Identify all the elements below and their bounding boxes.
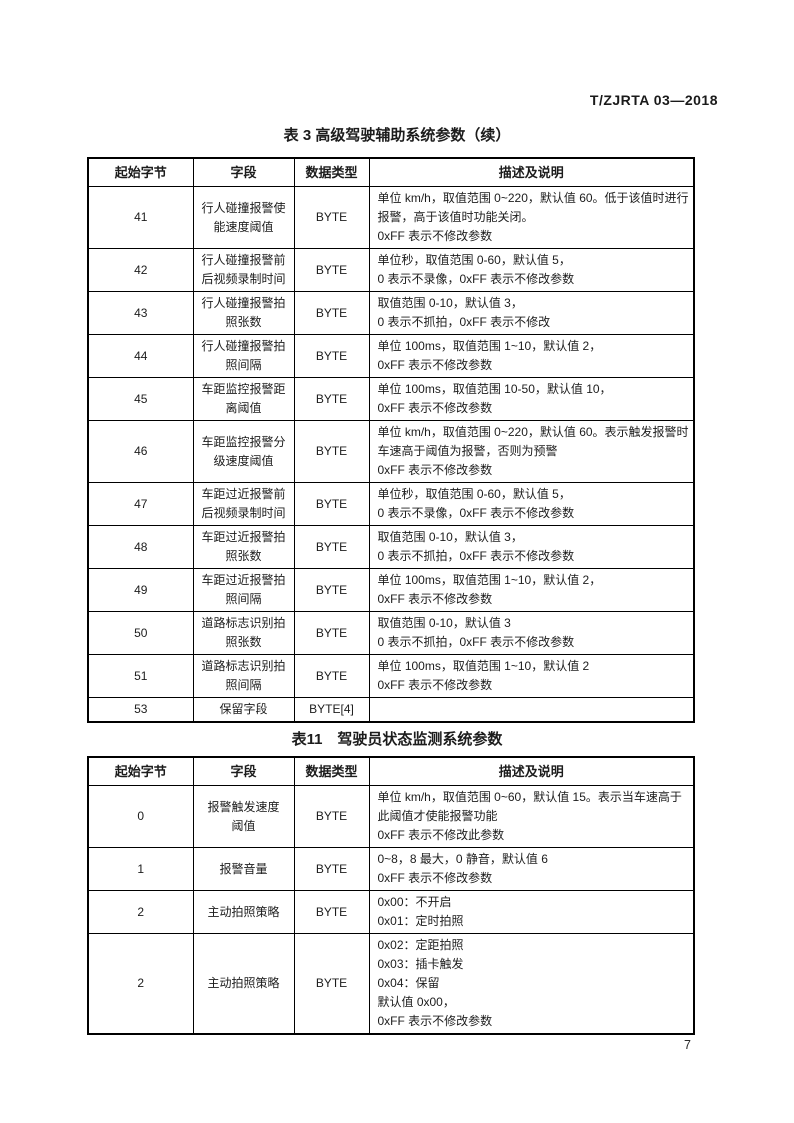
cell-description: 单位 100ms，取值范围 1~10，默认值 2， 0xFF 表示不修改参数	[368, 334, 695, 378]
table11-dsm-parameters: 起始字节 字段 数据类型 描述及说明 0 报警触发速度 阈值 BYTE 单位 km/h，取值范…	[87, 756, 695, 1035]
cell-start-byte: 43	[87, 291, 194, 335]
cell-description: 单位秒，取值范围 0-60，默认值 5， 0 表示不录像，0xFF 表示不修改参…	[368, 482, 695, 526]
cell-start-byte: 49	[87, 568, 194, 612]
cell-description: 单位 100ms，取值范围 1~10，默认值 2 0xFF 表示不修改参数	[368, 654, 695, 698]
column-header: 描述及说明	[368, 157, 695, 187]
cell-field: 车距监控报警分级速度阈值	[192, 420, 295, 483]
page-number: 7	[684, 1038, 691, 1052]
column-header: 描述及说明	[368, 756, 695, 786]
table-row: 41 行人碰撞报警使能速度阈值 BYTE 单位 km/h，取值范围 0~220，默认值…	[87, 186, 695, 249]
cell-description: 单位 100ms，取值范围 10-50，默认值 10， 0xFF 表示不修改参数	[368, 377, 695, 421]
cell-data-type: BYTE	[293, 482, 370, 526]
cell-field: 主动拍照策略	[192, 890, 295, 934]
cell-description: 0x02：定距拍照 0x03：插卡触发 0x04：保留 默认值 0x00， 0x…	[368, 933, 695, 1035]
cell-field: 行人碰撞报警拍照张数	[192, 291, 295, 335]
cell-start-byte: 2	[87, 890, 194, 934]
cell-data-type: BYTE	[293, 785, 370, 848]
cell-field: 道路标志识别拍照张数	[192, 611, 295, 655]
table-row: 47 车距过近报警前后视频录制时间 BYTE 单位秒，取值范围 0-60，默认值 5，…	[87, 482, 695, 526]
cell-field: 车距过近报警前后视频录制时间	[192, 482, 295, 526]
cell-data-type: BYTE	[293, 654, 370, 698]
cell-start-byte: 44	[87, 334, 194, 378]
cell-description	[368, 697, 695, 723]
column-header: 起始字节	[87, 157, 194, 187]
cell-data-type: BYTE	[293, 420, 370, 483]
cell-description: 单位 100ms，取值范围 1~10，默认值 2， 0xFF 表示不修改参数	[368, 568, 695, 612]
column-header: 数据类型	[293, 157, 370, 187]
cell-data-type: BYTE	[293, 847, 370, 891]
cell-field: 道路标志识别拍照间隔	[192, 654, 295, 698]
cell-start-byte: 2	[87, 933, 194, 1035]
table-row: 42 行人碰撞报警前后视频录制时间 BYTE 单位秒，取值范围 0-60，默认值 5，…	[87, 248, 695, 292]
cell-field: 车距监控报警距离阈值	[192, 377, 295, 421]
cell-description: 单位 km/h，取值范围 0~60，默认值 15。表示当车速高于此阈值才使能报警…	[368, 785, 695, 848]
cell-field: 报警音量	[192, 847, 295, 891]
table-row: 43 行人碰撞报警拍照张数 BYTE 取值范围 0-10，默认值 3， 0 表示不抓拍…	[87, 291, 695, 335]
cell-field: 行人碰撞报警使能速度阈值	[192, 186, 295, 249]
doc-code-header: T/ZJRTA 03—2018	[589, 92, 718, 108]
cell-field: 保留字段	[192, 697, 295, 723]
cell-description: 0~8，8 最大，0 静音，默认值 6 0xFF 表示不修改参数	[368, 847, 695, 891]
cell-field: 车距过近报警拍照张数	[192, 525, 295, 569]
table3-title: 表 3 高级驾驶辅助系统参数（续）	[283, 127, 511, 144]
cell-start-byte: 47	[87, 482, 194, 526]
cell-description: 单位秒，取值范围 0-60，默认值 5， 0 表示不录像，0xFF 表示不修改参…	[368, 248, 695, 292]
cell-description: 取值范围 0-10，默认值 3， 0 表示不抓拍，0xFF 表示不修改	[368, 291, 695, 335]
table-row: 46 车距监控报警分级速度阈值 BYTE 单位 km/h，取值范围 0~220，默认值…	[87, 420, 695, 483]
cell-field: 行人碰撞报警前后视频录制时间	[192, 248, 295, 292]
table-row: 44 行人碰撞报警拍照间隔 BYTE 单位 100ms，取值范围 1~10，默认值 2…	[87, 334, 695, 378]
header-row: 起始字节 字段 数据类型 描述及说明	[87, 157, 695, 187]
table-row: 1 报警音量 BYTE 0~8，8 最大，0 静音，默认值 6 0xFF 表示不修改参…	[87, 847, 695, 891]
cell-data-type: BYTE	[293, 568, 370, 612]
cell-start-byte: 41	[87, 186, 194, 249]
cell-field: 行人碰撞报警拍照间隔	[192, 334, 295, 378]
cell-start-byte: 46	[87, 420, 194, 483]
cell-start-byte: 50	[87, 611, 194, 655]
table-row: 45 车距监控报警距离阈值 BYTE 单位 100ms，取值范围 10-50，默认值 …	[87, 377, 695, 421]
cell-start-byte: 51	[87, 654, 194, 698]
cell-description: 单位 km/h，取值范围 0~220，默认值 60。表示触发报警时车速高于阈值为…	[368, 420, 695, 483]
column-header: 数据类型	[293, 756, 370, 786]
table-row: 2 主动拍照策略 BYTE 0x00：不开启 0x01：定时拍照	[87, 890, 695, 934]
cell-data-type: BYTE	[293, 890, 370, 934]
cell-data-type: BYTE	[293, 186, 370, 249]
cell-field: 报警触发速度 阈值	[192, 785, 295, 848]
table11-title: 表11 驾驶员状态监测系统参数	[291, 731, 503, 748]
cell-start-byte: 1	[87, 847, 194, 891]
table3-adas-parameters: 起始字节 字段 数据类型 描述及说明 41 行人碰撞报警使能速度阈值 BYTE 单位 km/h…	[87, 157, 695, 723]
cell-start-byte: 45	[87, 377, 194, 421]
column-header: 字段	[192, 756, 295, 786]
cell-data-type: BYTE	[293, 611, 370, 655]
cell-field: 主动拍照策略	[192, 933, 295, 1035]
cell-start-byte: 48	[87, 525, 194, 569]
table-row: 49 车距过近报警拍照间隔 BYTE 单位 100ms，取值范围 1~10，默认值 2…	[87, 568, 695, 612]
cell-data-type: BYTE	[293, 334, 370, 378]
cell-data-type: BYTE[4]	[293, 697, 370, 723]
table-row: 50 道路标志识别拍照张数 BYTE 取值范围 0-10，默认值 3 0 表示不抓拍，…	[87, 611, 695, 655]
cell-data-type: BYTE	[293, 248, 370, 292]
cell-description: 0x00：不开启 0x01：定时拍照	[368, 890, 695, 934]
cell-data-type: BYTE	[293, 525, 370, 569]
cell-description: 取值范围 0-10，默认值 3， 0 表示不抓拍，0xFF 表示不修改参数	[368, 525, 695, 569]
cell-description: 取值范围 0-10，默认值 3 0 表示不抓拍，0xFF 表示不修改参数	[368, 611, 695, 655]
cell-start-byte: 42	[87, 248, 194, 292]
header-row: 起始字节 字段 数据类型 描述及说明	[87, 756, 695, 786]
cell-data-type: BYTE	[293, 933, 370, 1035]
table-row: 53 保留字段 BYTE[4]	[87, 697, 695, 723]
cell-start-byte: 0	[87, 785, 194, 848]
table-row: 2 主动拍照策略 BYTE 0x02：定距拍照 0x03：插卡触发 0x04：保留 默…	[87, 933, 695, 1035]
table-row: 0 报警触发速度 阈值 BYTE 单位 km/h，取值范围 0~60，默认值 15。表…	[87, 785, 695, 848]
cell-data-type: BYTE	[293, 377, 370, 421]
cell-data-type: BYTE	[293, 291, 370, 335]
cell-start-byte: 53	[87, 697, 194, 723]
column-header: 字段	[192, 157, 295, 187]
cell-description: 单位 km/h，取值范围 0~220，默认值 60。低于该值时进行报警，高于该值…	[368, 186, 695, 249]
table-row: 48 车距过近报警拍照张数 BYTE 取值范围 0-10，默认值 3， 0 表示不抓拍…	[87, 525, 695, 569]
table-row: 51 道路标志识别拍照间隔 BYTE 单位 100ms，取值范围 1~10，默认值 2…	[87, 654, 695, 698]
column-header: 起始字节	[87, 756, 194, 786]
cell-field: 车距过近报警拍照间隔	[192, 568, 295, 612]
